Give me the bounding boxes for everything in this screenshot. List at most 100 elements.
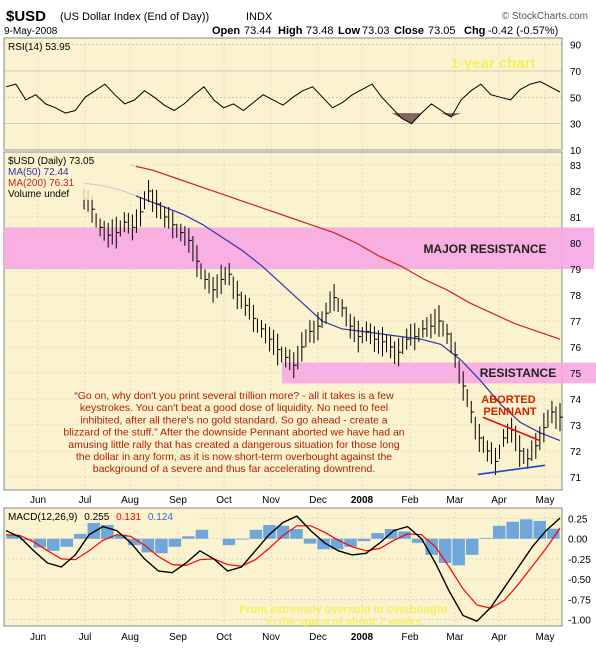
x-tick-label: Apr	[491, 495, 507, 506]
macd-histogram-bar	[236, 538, 249, 540]
x-tick-label: Nov	[262, 632, 280, 643]
rsi-grid	[4, 38, 562, 151]
x-tick-label: 2008	[351, 495, 374, 506]
macd-histogram-bar	[168, 538, 182, 547]
high-value: 73.48	[306, 25, 334, 37]
macd-tick-label: -0.50	[568, 575, 591, 586]
price-tick-label: 82	[570, 187, 582, 198]
x-tick-label: Jul	[79, 495, 92, 506]
date-label: 9-May-2008	[4, 26, 58, 37]
close-value: 73.05	[428, 25, 456, 37]
x-tick-label: Apr	[491, 632, 507, 643]
macd-histogram-bar	[303, 538, 317, 544]
x-tick-label: Oct	[216, 632, 232, 643]
macd-histogram-bar	[546, 528, 560, 539]
macd-tick-label: -0.75	[568, 595, 591, 606]
macd-histogram-bar	[479, 537, 492, 539]
macd-y-axis: 0.25 0.00 -0.25 -0.50 -0.75 -1.00	[568, 515, 591, 627]
macd-histogram-bar	[330, 538, 344, 550]
pennant-lower-line	[477, 464, 546, 476]
commentary-line: the dollar in any form, as it is now sho…	[76, 451, 392, 463]
ohlc-stats: Open 73.44 High 73.48 Low 73.03 Close 73…	[212, 25, 558, 37]
legend-volume: Volume undef	[8, 189, 69, 200]
macd-histogram-bar	[87, 522, 101, 539]
macd-annotation-line-2: in the space of about 7 weeks.	[266, 616, 424, 628]
x-tick-label: Nov	[262, 495, 280, 506]
x-tick-label: Sep	[169, 632, 187, 643]
macd-histogram-bar	[47, 538, 60, 551]
aborted-pennant-label: ABORTED PENNANT	[481, 394, 538, 418]
x-tick-label: Jun	[30, 632, 46, 643]
macd-histogram-bar	[344, 538, 357, 547]
macd-histogram-bar	[60, 538, 74, 547]
x-axis-labels-macd: Jun Jul Aug Sep Oct Nov Dec 2008 Feb Mar Apr May	[30, 632, 555, 643]
rsi-fills	[391, 113, 462, 124]
rsi-panel: 10 30 50 70 90 RSI(14) 53.95 1-year chart	[3, 37, 582, 157]
legend-usd: $USD (Daily) 73.05	[8, 156, 95, 167]
price-tick-label: 80	[570, 239, 582, 250]
exchange-label: INDX	[246, 11, 273, 23]
macd-histogram-bar	[6, 534, 20, 539]
ma200-line	[129, 164, 561, 340]
macd-histogram-bar	[141, 538, 155, 553]
macd-lines	[5, 515, 561, 623]
resistance-bands	[4, 227, 596, 384]
one-year-chart-annotation: 1-year chart	[450, 55, 535, 72]
rsi-oversold-fill	[441, 113, 452, 118]
macd-histogram-bar	[357, 538, 371, 542]
low-label: Low	[338, 25, 360, 37]
price-tick-label: 78	[570, 291, 582, 302]
price-tick-label: 81	[570, 213, 582, 224]
rsi-label-bg	[6, 40, 66, 53]
x-tick-label: Jul	[79, 632, 92, 643]
open-value: 73.44	[244, 25, 272, 37]
macd-histogram-bar	[276, 525, 290, 539]
x-tick-label: May	[536, 495, 555, 506]
x-tick-label: Feb	[401, 632, 419, 643]
price-tick-label: 76	[570, 343, 582, 354]
price-tick-label: 77	[570, 317, 582, 328]
macd-histogram-bar	[33, 538, 47, 548]
resistance-label: RESISTANCE	[480, 366, 556, 380]
rsi-oversold-fill	[451, 113, 462, 118]
macd-histogram-bar	[492, 525, 506, 539]
macd-legend-value: 0.255	[84, 512, 109, 523]
macd-annotation-line-1: From extremely oversold to overbought	[240, 604, 448, 616]
macd-tick-label: -1.00	[568, 616, 591, 627]
price-tick-label: 73	[570, 421, 582, 432]
macd-histogram-bar	[519, 519, 533, 539]
price-tick-label: 79	[570, 265, 582, 276]
macd-legend-name: MACD(12,26,9)	[8, 512, 77, 523]
x-tick-label: Oct	[216, 495, 232, 506]
rsi-tick-label: 10	[570, 146, 582, 157]
x-tick-label: Dec	[309, 632, 327, 643]
rsi-oversold-fill	[401, 113, 412, 124]
macd-legend-bg	[6, 510, 196, 523]
commentary-text: “Go on, why don't you print several tril…	[63, 390, 404, 475]
macd-histogram-bar	[317, 538, 330, 550]
macd-histogram-bar	[222, 538, 236, 546]
price-tick-label: 74	[570, 395, 582, 406]
commentary-line: inhibited, after all there's no gold sta…	[80, 414, 387, 426]
x-tick-label: Feb	[401, 495, 419, 506]
rsi-tick-label: 90	[570, 41, 582, 52]
major-resistance-label: MAJOR RESISTANCE	[423, 242, 546, 256]
rsi-tick-label: 50	[570, 93, 582, 104]
rsi-tick-label: 70	[570, 67, 582, 78]
price-panel: 71 72 73 74 75 76 77 78 79 80 81 82 83 $USD (Daily) …	[3, 151, 596, 491]
rsi-oversold-fill	[391, 113, 402, 119]
pennant-upper-line	[482, 416, 541, 442]
macd-histogram-bar	[533, 520, 546, 539]
macd-histogram-bar	[114, 534, 128, 539]
legend-ma50: MA(50) 72.44	[8, 167, 69, 178]
macd-histogram	[6, 519, 560, 566]
macd-histogram-bar	[506, 521, 519, 539]
symbol-title: $USD	[6, 8, 46, 25]
macd-histogram-bar	[20, 538, 33, 541]
commentary-line: “Go on, why don't you print several tril…	[74, 390, 394, 402]
high-label: High	[278, 25, 303, 37]
macd-histogram-bar	[128, 538, 141, 546]
rsi-line	[5, 80, 561, 125]
macd-histogram-bar	[371, 533, 384, 539]
